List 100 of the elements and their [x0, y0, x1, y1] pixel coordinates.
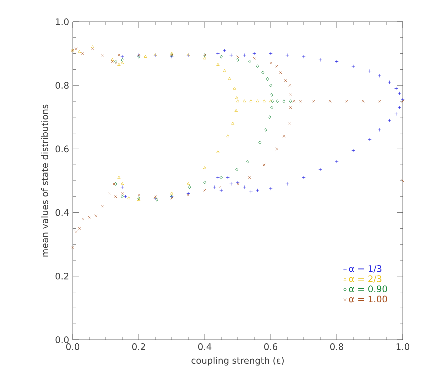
- y-axis-title: mean values of state distributions: [41, 104, 48, 257]
- point: [216, 52, 220, 56]
- point: [138, 194, 140, 197]
- point: [233, 86, 236, 90]
- point: [121, 58, 124, 62]
- point: [288, 122, 292, 126]
- point: [282, 135, 286, 138]
- point: [394, 86, 398, 91]
- y-tick-label: 0.4: [56, 209, 69, 216]
- point: [82, 218, 84, 220]
- point: [302, 176, 306, 180]
- point: [335, 60, 339, 64]
- point: [120, 55, 124, 59]
- point: [74, 48, 78, 50]
- y-tick-label: 0.6: [56, 146, 69, 153]
- x-tick-label: 1.0: [396, 344, 410, 350]
- point: [335, 160, 339, 164]
- point: [223, 48, 227, 52]
- point: [230, 182, 234, 186]
- point: [226, 134, 230, 138]
- point: [216, 176, 220, 180]
- legend-label: α = 2/3: [349, 276, 382, 284]
- point: [118, 54, 121, 57]
- point: [121, 192, 124, 196]
- point: [243, 100, 246, 102]
- point: [72, 246, 74, 250]
- y-tick-label: 0.0: [56, 336, 69, 344]
- point: [82, 52, 84, 56]
- point: [248, 60, 252, 64]
- point: [186, 182, 190, 186]
- point: [258, 141, 262, 145]
- point: [329, 100, 332, 103]
- point: [368, 69, 372, 74]
- point: [120, 62, 124, 64]
- point: [270, 62, 272, 65]
- point: [299, 100, 302, 103]
- x-tick-label: 0.0: [66, 344, 80, 350]
- point: [88, 216, 91, 219]
- point: [318, 58, 322, 62]
- point: [236, 168, 238, 172]
- point: [170, 192, 174, 195]
- point: [121, 195, 124, 199]
- point: [242, 186, 246, 190]
- point: [352, 64, 356, 68]
- point: [280, 72, 282, 74]
- point: [223, 69, 226, 72]
- point: [249, 190, 253, 194]
- point: [276, 65, 278, 68]
- point: [252, 52, 256, 56]
- point: [78, 50, 82, 54]
- point: [269, 52, 273, 56]
- point: [289, 106, 292, 110]
- x-tick-label: 0.2: [132, 344, 146, 350]
- x-axis-title: coupling strength (ε): [192, 357, 284, 366]
- point: [253, 57, 256, 60]
- point: [388, 80, 392, 84]
- point: [236, 100, 240, 102]
- point: [378, 128, 382, 132]
- point: [256, 64, 260, 68]
- point: [220, 55, 223, 59]
- point: [276, 100, 279, 104]
- point: [78, 227, 81, 230]
- point: [262, 100, 266, 102]
- y-tick-label: 0.2: [56, 273, 69, 280]
- point: [236, 58, 240, 62]
- point: [220, 188, 224, 192]
- point: [264, 128, 268, 132]
- point: [256, 100, 260, 102]
- point: [346, 100, 348, 103]
- point: [312, 100, 316, 103]
- point: [248, 176, 252, 180]
- point: [118, 176, 121, 179]
- point: [230, 54, 234, 58]
- point: [378, 100, 382, 103]
- legend-label: α = 0.90: [349, 286, 388, 292]
- point: [284, 80, 288, 82]
- point: [398, 92, 402, 96]
- point: [218, 186, 222, 189]
- y-tick-label: 0.8: [56, 82, 69, 89]
- point: [256, 188, 260, 192]
- point: [378, 74, 382, 78]
- point: [246, 160, 250, 164]
- point: [128, 196, 131, 200]
- point: [302, 55, 306, 59]
- point: [394, 112, 398, 116]
- point: [188, 186, 192, 190]
- point: [270, 93, 274, 97]
- point: [263, 164, 266, 166]
- point: [108, 192, 111, 196]
- x-tick-label: 0.6: [264, 344, 278, 350]
- point: [388, 118, 392, 122]
- point: [235, 96, 239, 100]
- point: [124, 195, 128, 199]
- point: [101, 205, 104, 208]
- point: [352, 148, 356, 153]
- point: [362, 100, 365, 103]
- point: [234, 109, 238, 112]
- point: [268, 116, 272, 120]
- y-tick-label: 1.0: [56, 18, 69, 26]
- point: [101, 54, 104, 57]
